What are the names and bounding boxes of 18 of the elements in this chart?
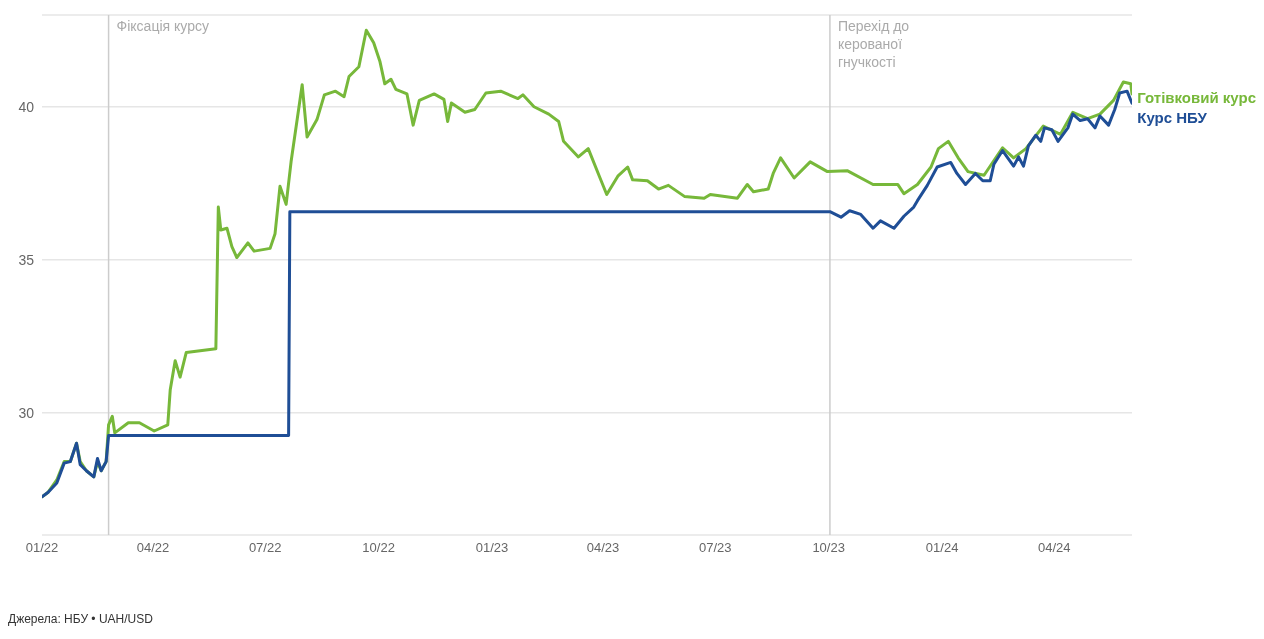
x-tick-label: 10/23 <box>812 540 845 556</box>
text: Джерела: НБУ • UAH/USD <box>8 612 154 626</box>
ref-line-label: Перехід до керованої гнучкості <box>837 18 910 70</box>
series-label: Готівковий курс <box>1137 88 1256 108</box>
x-tick-label: 07/22 <box>248 540 282 556</box>
y-tick-label: 30 <box>18 404 35 421</box>
x-tick-label: 01/22 <box>25 540 59 556</box>
x-tick-label: 04/22 <box>136 540 170 556</box>
y-tick-label: 35 <box>18 251 35 268</box>
series-label: Курс НБУ <box>1137 108 1208 128</box>
x-tick-label: 07/23 <box>698 540 732 556</box>
x-tick-label: 01/24 <box>925 540 959 556</box>
x-tick-label: 04/23 <box>586 540 620 556</box>
x-tick-label: 04/24 <box>1038 540 1071 556</box>
y-tick-label: 40 <box>18 98 35 115</box>
ref-line-label: Фіксація курсу <box>116 18 209 34</box>
x-tick-label: 01/23 <box>475 540 509 556</box>
x-tick-label: 10/22 <box>362 540 395 556</box>
